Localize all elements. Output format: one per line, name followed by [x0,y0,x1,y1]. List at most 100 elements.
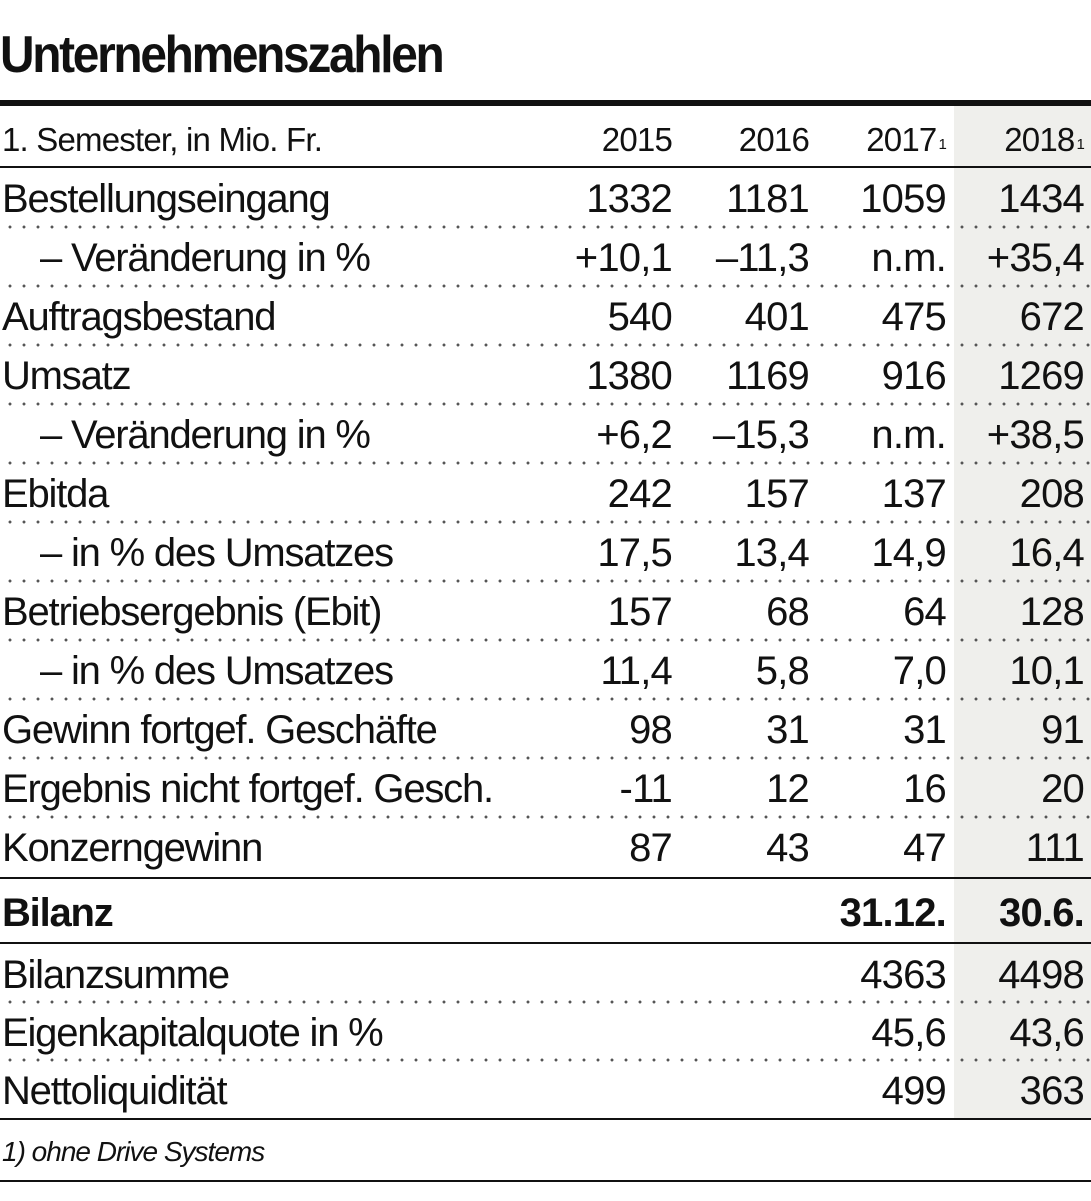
table-row: Gewinn fortgef. Geschäfte 98 31 31 91 [0,701,1091,760]
table-row: Bestellungseingang 1332 1181 1059 1434 [0,170,1091,229]
row-value: 43,6 [1009,1010,1084,1055]
row-label: Konzerngewinn [2,826,263,870]
bilanz-row: Nettoliquidität 499 363 [0,1062,1091,1120]
row-label: Bestellungseingang [2,177,331,221]
row-value: 16 [903,767,947,811]
row-label: Bilanzsumme [2,952,230,997]
bilanz-header-row: Bilanz 31.12. 30.6. [0,884,1091,942]
table-row: – in % des Umsatzes 17,5 13,4 14,9 16,4 [0,524,1091,583]
row-label: Nettoliquidität [2,1068,228,1113]
footnote-mark: 1 [1076,135,1084,153]
row-value: 1332 [586,177,673,221]
header-year: 2015 [601,121,673,158]
row-label: – Veränderung in % [40,236,371,280]
row-value: 1169 [726,354,810,398]
row-value: 16,4 [1009,531,1084,575]
row-value: 1269 [998,354,1085,398]
table-row: Ergebnis nicht fortgef. Gesch. -11 12 16 20 [0,760,1091,819]
bilanz-rule [0,942,1091,944]
row-value: 1380 [586,354,673,398]
table-row: – Veränderung in % +6,2 –15,3 n.m. +38,5 [0,406,1091,465]
header-year: 2018 1 [1004,121,1085,158]
table-row: – Veränderung in % +10,1 –11,3 n.m. +35,4 [0,229,1091,288]
row-value: 208 [1019,472,1085,516]
row-value: 4498 [998,952,1085,997]
row-value: 1434 [998,177,1085,221]
header-row: 1. Semester, in Mio. Fr. 2015 2016 2017 1… [0,114,1091,166]
row-value: 31 [903,708,947,752]
table-row: Betriebsergebnis (Ebit) 157 68 64 128 [0,583,1091,642]
row-value: -11 [619,767,673,811]
header-label: 1. Semester, in Mio. Fr. [2,121,323,158]
table-row: Ebitda 242 157 137 208 [0,465,1091,524]
row-label: – Veränderung in % [40,413,371,457]
table-row: – in % des Umsatzes 11,4 5,8 7,0 10,1 [0,642,1091,701]
row-value: 64 [903,590,947,634]
row-value: 1181 [726,177,810,221]
row-value: 672 [1019,295,1085,339]
title-rule [0,100,1091,106]
row-value: 157 [607,590,673,634]
row-value: –11,3 [715,236,810,280]
footnote: 1) ohne Drive Systems [2,1136,265,1167]
row-value: 157 [744,472,810,516]
row-value: +10,1 [574,236,673,280]
row-label: Eigenkapitalquote in % [2,1010,384,1055]
row-value: 5,8 [755,649,810,693]
row-label: – in % des Umsatzes [40,531,394,575]
row-value: 47 [903,826,947,870]
row-value: 1059 [860,177,947,221]
row-value: 242 [607,472,673,516]
bilanz-date: 30.6. [999,890,1085,935]
table-row: Konzerngewinn 87 43 47 111 [0,819,1091,878]
footer-rule [0,1118,1091,1120]
header-year: 2016 [738,121,810,158]
row-label: Ergebnis nicht fortgef. Gesch. [2,767,494,811]
row-value: 4363 [860,952,947,997]
row-value: 91 [1041,708,1085,752]
row-value: 20 [1041,767,1085,811]
row-value: 98 [629,708,673,752]
header-year: 2017 1 [866,121,947,158]
row-value: 45,6 [871,1010,946,1055]
row-value: 916 [881,354,947,398]
row-value: +38,5 [986,413,1085,457]
row-value: 475 [881,295,947,339]
bilanz-date: 31.12. [839,890,947,935]
row-value: +6,2 [596,413,673,457]
row-value: 17,5 [597,531,672,575]
row-value: 11,4 [600,649,672,693]
page-title: Unternehmenszahlen [0,26,445,84]
row-value: 10,1 [1009,649,1084,693]
row-value: 363 [1019,1068,1085,1113]
bilanz-row: Bilanzsumme 4363 4498 [0,946,1091,1004]
row-value: 12 [766,767,810,811]
header-rule [0,166,1091,168]
row-value: 128 [1019,590,1085,634]
row-value: n.m. [871,413,946,457]
row-value: n.m. [871,236,946,280]
row-value: 43 [766,826,810,870]
row-value: 111 [1025,826,1085,870]
row-label: – in % des Umsatzes [40,649,394,693]
row-value: 31 [766,708,810,752]
row-value: 137 [881,472,947,516]
table-row: Umsatz 1380 1169 916 1269 [0,347,1091,406]
row-value: 499 [881,1068,947,1113]
row-value: 401 [744,295,810,339]
section-rule [0,877,1091,879]
row-label: Gewinn fortgef. Geschäfte [2,708,438,752]
footnote-mark: 1 [938,135,946,153]
row-label: Auftragsbestand [2,295,277,339]
row-label: Umsatz [2,354,132,398]
row-value: –15,3 [712,413,810,457]
row-value: 540 [607,295,673,339]
row-value: 68 [766,590,810,634]
row-label: Betriebsergebnis (Ebit) [2,590,382,634]
table-row: Auftragsbestand 540 401 475 672 [0,288,1091,347]
row-value: 7,0 [892,649,947,693]
row-label: Ebitda [2,472,109,516]
bilanz-title: Bilanz [2,890,114,935]
row-value: 87 [629,826,673,870]
